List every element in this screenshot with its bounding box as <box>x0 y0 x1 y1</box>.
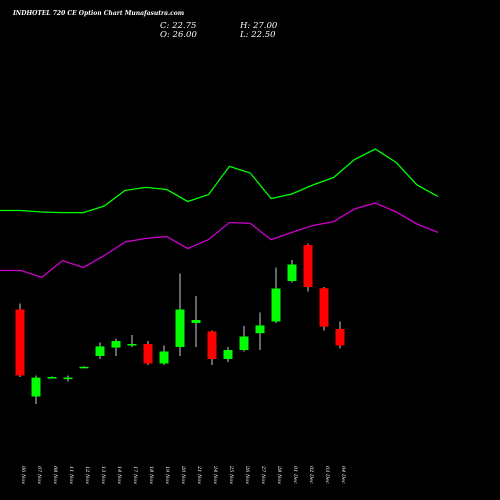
candle <box>111 338 121 356</box>
candle-body <box>255 325 265 334</box>
candle-body <box>111 341 121 348</box>
candle <box>191 296 201 347</box>
candle-body <box>143 344 153 364</box>
candle-body <box>319 288 329 327</box>
x-tick-label: 20 Nov <box>180 465 186 484</box>
candle-body <box>47 377 57 379</box>
candle-body <box>95 346 105 356</box>
candle <box>127 335 137 347</box>
candle <box>15 303 25 377</box>
candle-body <box>191 320 201 323</box>
candle-body <box>287 264 297 281</box>
candle-body <box>127 344 137 346</box>
candle <box>207 330 217 365</box>
close-value: C: 22.75 <box>160 21 197 31</box>
x-tick-label: 12 Nov <box>84 466 90 484</box>
candle-body <box>63 377 73 380</box>
candle <box>223 347 233 362</box>
x-tick-label: 14 Nov <box>116 466 122 484</box>
candle <box>335 321 345 349</box>
x-tick-label: 03 Dec <box>324 466 330 484</box>
open-value: O: 26.00 <box>160 30 197 40</box>
x-tick-label: 25 Nov <box>228 465 234 484</box>
chart-title: INDHOTEL 720 CE Option Chart Munafasutra… <box>13 10 185 17</box>
candle <box>143 341 153 365</box>
candle <box>255 312 265 350</box>
candle-body <box>271 288 281 322</box>
ma-line-2 <box>0 202 439 279</box>
x-tick-label: 24 Nov <box>212 465 218 484</box>
low-value: L: 22.50 <box>240 30 276 40</box>
ma-line-1 <box>0 148 439 214</box>
candle <box>31 375 41 404</box>
x-tick-label: 08 Nov <box>52 466 58 484</box>
x-tick-label: 04 Dec <box>340 466 346 484</box>
candle <box>63 375 73 382</box>
x-tick-label: 17 Nov <box>132 466 138 484</box>
x-tick-label: 11 Nov <box>68 466 74 484</box>
candle-body <box>335 329 345 346</box>
candle <box>239 326 249 352</box>
candle <box>303 243 313 292</box>
x-tick-label: 01 Dec <box>292 466 298 484</box>
x-tick-label: 21 Nov <box>196 465 202 484</box>
x-tick-label: 26 Nov <box>244 465 250 484</box>
candle-body <box>175 309 185 347</box>
candle <box>287 260 297 283</box>
candle-body <box>79 366 89 369</box>
x-tick-label: 13 Nov <box>100 466 106 484</box>
candle <box>271 267 281 323</box>
candle-body <box>303 245 313 287</box>
x-tick-label: 07 Nov <box>36 466 42 484</box>
candle <box>95 342 105 359</box>
candle-body <box>239 336 249 350</box>
candle-body <box>31 377 41 397</box>
candle <box>79 366 89 369</box>
x-tick-label: 19 Nov <box>164 466 170 484</box>
x-tick-label: 28 Nov <box>276 465 282 484</box>
candle <box>159 345 169 365</box>
candle-body <box>15 309 25 376</box>
candle-body <box>159 351 169 364</box>
candle <box>319 287 329 331</box>
candle <box>47 376 57 379</box>
x-tick-label: 06 Nov <box>20 466 26 484</box>
candle-body <box>207 331 217 359</box>
candle <box>175 273 185 356</box>
x-tick-label: 27 Nov <box>260 465 266 484</box>
candle-body <box>223 350 233 359</box>
high-value: H: 27.00 <box>240 21 278 31</box>
x-tick-label: 02 Dec <box>308 466 314 484</box>
x-tick-label: 18 Nov <box>148 466 154 484</box>
